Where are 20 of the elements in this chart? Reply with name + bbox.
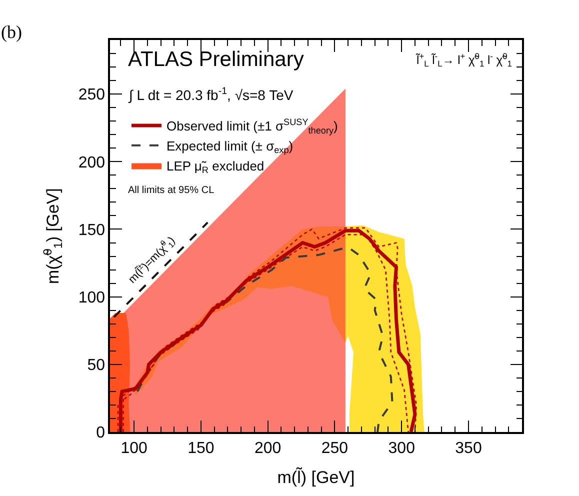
x-tick-label: 350 [455,440,482,457]
y-tick-label: 0 [96,424,106,442]
line-series [113,221,209,318]
x-tick-label: 150 [188,440,214,457]
y-tick-label: 200 [78,154,106,172]
x-tick-label: 200 [254,440,282,457]
x-tick-label: 250 [321,440,348,457]
y-tick-label: 50 [87,357,106,374]
y-tick-label: 150 [78,222,106,239]
x-tick-label: 300 [388,440,416,457]
annotation: All limits at 95% CL [128,185,215,196]
legend-label: LEP μ̃$_{R}$ excluded [166,158,264,176]
x-tick-label: 100 [120,440,148,457]
y-tick-label: 100 [78,289,106,306]
y-tick-label: 250 [78,86,106,104]
annotation: ATLAS Preliminary [128,48,304,71]
legend-label: Observed limit (±1 σ$^{SUSY}$$_{theory}$) [166,117,338,136]
text: (b) [1,22,22,42]
annotation: ∫ L dt = 20.3 fb$^{-1}$, √s=8 TeV [128,86,294,103]
x-axis-title: m(l̃) [GeV] [277,466,355,487]
